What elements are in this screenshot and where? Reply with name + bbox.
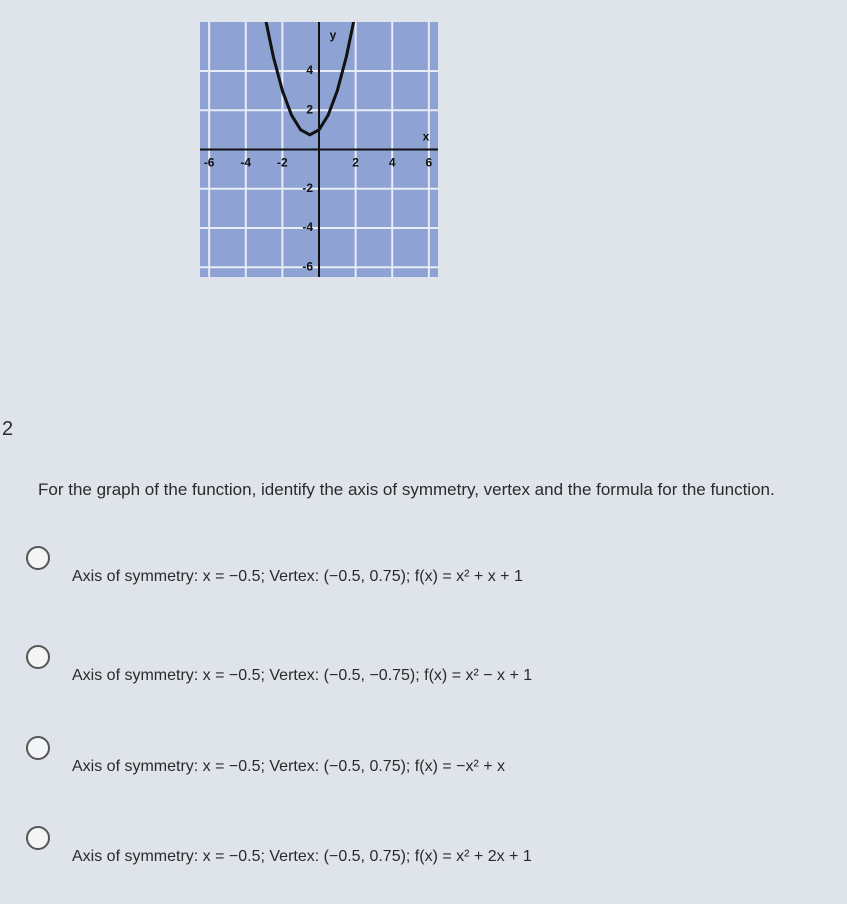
radio-button[interactable] bbox=[26, 736, 50, 760]
graph: -6 -4 -2 2 4 6 -6 -4 -2 2 4 x y bbox=[200, 22, 438, 277]
x-tick-label: -4 bbox=[240, 156, 251, 170]
option-text[interactable]: Axis of symmetry: x = −0.5; Vertex: (−0.… bbox=[72, 568, 523, 585]
y-tick-label: 2 bbox=[306, 102, 313, 116]
y-axis-label: y bbox=[330, 28, 337, 42]
y-tick-label: -2 bbox=[302, 181, 313, 195]
option-text[interactable]: Axis of symmetry: x = −0.5; Vertex: (−0.… bbox=[72, 758, 506, 775]
x-tick-label: 2 bbox=[352, 156, 359, 170]
question-number: 2 bbox=[2, 418, 14, 440]
x-tick-label: -2 bbox=[277, 156, 288, 170]
radio-button[interactable] bbox=[26, 645, 50, 669]
radio-button[interactable] bbox=[26, 826, 50, 850]
y-tick-label: 4 bbox=[306, 63, 313, 77]
option-text[interactable]: Axis of symmetry: x = −0.5; Vertex: (−0.… bbox=[72, 667, 533, 684]
x-tick-label: -6 bbox=[204, 156, 215, 170]
x-tick-label: 4 bbox=[389, 156, 396, 170]
x-tick-label: 6 bbox=[426, 156, 433, 170]
radio-button[interactable] bbox=[26, 546, 50, 570]
option-text[interactable]: Axis of symmetry: x = −0.5; Vertex: (−0.… bbox=[72, 848, 532, 865]
curve bbox=[264, 22, 356, 137]
y-tick-label: -4 bbox=[302, 220, 313, 234]
question-text: For the graph of the function, identify … bbox=[38, 480, 775, 499]
y-tick-label: -6 bbox=[302, 259, 313, 273]
x-axis-label: x bbox=[423, 130, 430, 144]
